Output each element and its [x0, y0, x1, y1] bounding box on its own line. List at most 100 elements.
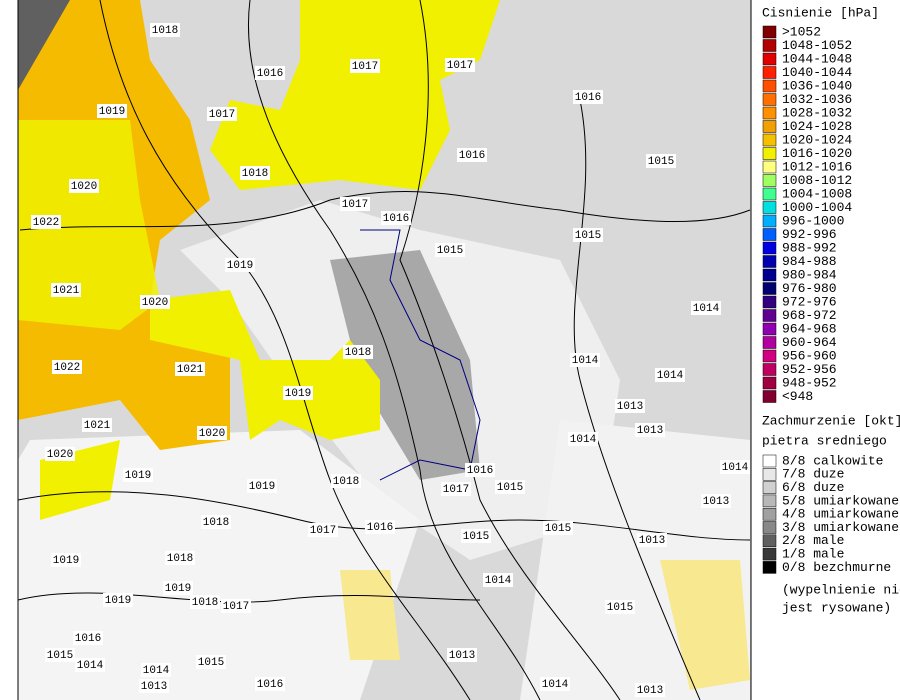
isobar-label: 1017: [352, 61, 378, 73]
isobar-label: 1016: [467, 465, 493, 477]
isobar-label: 1013: [639, 535, 665, 547]
isobar-label: 1020: [142, 297, 168, 309]
border-line: [360, 229, 481, 481]
isobar-labels: 1018 1016 1017 1017 1016 1019 1017 1016 1015 1018…: [31, 23, 750, 697]
legend-label: 948-952: [782, 375, 837, 390]
isobar-label: 1021: [84, 420, 111, 432]
isobar-label-box: [365, 520, 395, 534]
isobar-label: 1014: [693, 303, 720, 315]
legend: Cisnienie [hPa] Zachmurzenie [okt] pietr…: [762, 5, 900, 615]
isobar-label: 1018: [152, 25, 178, 37]
legend-label: 1012-1016: [782, 159, 852, 174]
legend-label: 980-984: [782, 267, 837, 282]
legend-label: 1016-1020: [782, 146, 852, 161]
legend-label: 960-964: [782, 335, 837, 350]
isobar-label: 1019: [249, 481, 275, 493]
legend-swatch: [762, 79, 777, 93]
isobar-label: 1018: [203, 517, 229, 529]
isobar-label-box: [51, 283, 81, 297]
isobar-label: 1020: [71, 181, 97, 193]
isobar-label: 1016: [575, 92, 601, 104]
cloud-field: [330, 250, 480, 480]
isobar-label: 1018: [192, 597, 218, 609]
isobar-label-box: [435, 243, 465, 257]
isobar-label-box: [720, 460, 750, 474]
isobar-label-box: [447, 648, 477, 662]
isobar-label-box: [457, 148, 487, 162]
isobar-label: 1014: [143, 665, 170, 677]
isobar-label-box: [570, 353, 600, 367]
legend-swatch: [762, 295, 777, 309]
isobar-label-box: [635, 423, 665, 437]
legend-note: jest rysowane): [782, 600, 891, 615]
legend-swatch: [762, 133, 777, 147]
legend-label: 1036-1040: [782, 78, 852, 93]
legend-label: 1044-1048: [782, 51, 852, 66]
legend-swatch: [762, 120, 777, 133]
isobar-label: 1016: [75, 633, 101, 645]
legend-label: 972-976: [782, 294, 837, 309]
legend-swatch: [762, 25, 777, 39]
legend-label: 3/8 umiarkowane: [782, 520, 899, 535]
isobar-label: 1014: [542, 679, 569, 691]
isobar-label: 1017: [310, 525, 336, 537]
isobar-label: 1019: [227, 260, 253, 272]
legend-swatch: [762, 228, 777, 241]
legend-note: (wypelnienie nie: [782, 582, 900, 597]
isobar-label-box: [82, 418, 112, 432]
isobar-label-box: [615, 399, 645, 413]
isobar: [573, 99, 701, 700]
isobar: [17, 592, 481, 603]
legend-label: 952-956: [782, 362, 837, 377]
isobar-label-box: [31, 215, 61, 229]
isobar-label: 1018: [242, 168, 268, 180]
legend-swatch: [762, 147, 777, 160]
cloud-legend-subtitle: pietra sredniego: [762, 433, 887, 448]
isobar-label: 1013: [141, 681, 167, 693]
legend-swatch: [762, 66, 777, 79]
legend-swatch: [762, 93, 777, 106]
isobar-label: 1019: [125, 470, 151, 482]
legend-label: 4/8 umiarkowane: [782, 507, 899, 522]
isobar-label: 1019: [53, 555, 79, 567]
legend-swatch: [762, 507, 777, 521]
isobar: [99, 0, 471, 700]
isobar-label: 1015: [648, 156, 674, 168]
isobar-label-box: [331, 474, 361, 488]
legend-label: 964-968: [782, 321, 837, 336]
isobar-label-box: [343, 345, 373, 359]
isobar-label-box: [283, 386, 313, 400]
legend-swatch: [762, 268, 777, 282]
legend-swatch: [762, 214, 777, 228]
isobar-label-box: [691, 301, 721, 315]
isobar-label-box: [340, 197, 370, 211]
legend-label: >1052: [782, 24, 821, 39]
isobar-label-box: [175, 362, 205, 376]
legend-label: 1024-1028: [782, 119, 852, 134]
isobar-label-box: [75, 658, 105, 672]
legend-swatch: [762, 521, 777, 534]
isobar-label: 1015: [497, 482, 523, 494]
isobar-label-box: [207, 107, 237, 121]
pressure-fill: [210, 0, 500, 190]
legend-label: <948: [782, 389, 813, 404]
isobar-label-box: [190, 595, 220, 609]
legend-swatch: [762, 561, 777, 574]
isobar-label: 1017: [209, 109, 235, 121]
legend-swatch: [762, 363, 777, 376]
isobar-label: 1014: [722, 462, 749, 474]
isobar-label-box: [646, 154, 676, 168]
cloud-legend-title: Zachmurzenie [okt]: [762, 413, 900, 428]
legend-label: 984-988: [782, 254, 837, 269]
isobar-label-box: [240, 166, 270, 180]
isobar-label-box: [350, 59, 380, 73]
isobar-label: 1014: [657, 370, 684, 382]
pressure-fill: [150, 290, 380, 440]
isobar-label: 1013: [449, 650, 475, 662]
isobar-label: 1016: [367, 522, 393, 534]
legend-swatch: [762, 160, 777, 174]
isobar-label: 1016: [257, 679, 283, 691]
isobar-label-box: [441, 482, 471, 496]
isobar-label: 1019: [99, 106, 125, 118]
